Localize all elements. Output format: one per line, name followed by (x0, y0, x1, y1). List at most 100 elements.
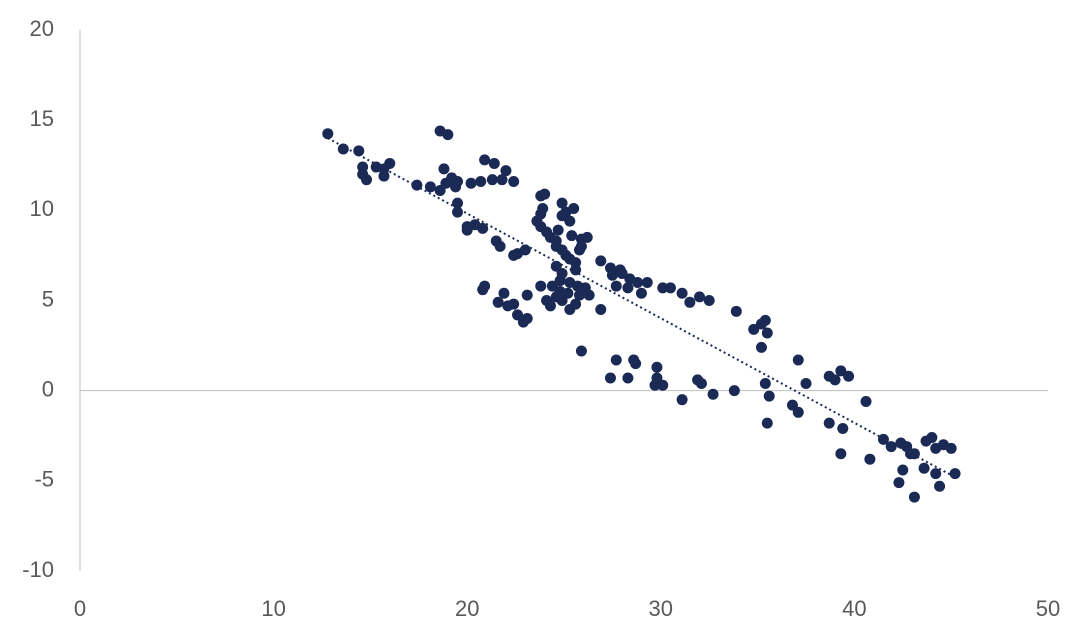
scatter-point (521, 313, 533, 325)
x-tick-label: 40 (842, 596, 866, 621)
y-tick-label: -10 (22, 557, 54, 582)
scatter-point (829, 374, 841, 386)
x-tick-label: 30 (649, 596, 673, 621)
y-tick-label: 5 (42, 286, 54, 311)
scatter-point (730, 305, 742, 317)
scatter-point (606, 269, 618, 281)
x-tick-label: 50 (1036, 596, 1060, 621)
scatter-point (897, 464, 909, 476)
scatter-point (610, 280, 622, 292)
y-tick-label: -5 (34, 467, 54, 492)
scatter-point (556, 197, 568, 209)
scatter-point (556, 267, 568, 279)
scatter-point (452, 197, 464, 209)
x-tick-label: 10 (261, 596, 285, 621)
x-tick-label: 0 (74, 596, 86, 621)
scatter-point (361, 174, 373, 186)
scatter-point (570, 264, 582, 276)
scatter-point (488, 157, 500, 169)
scatter-point (535, 280, 547, 292)
scatter-point (657, 282, 669, 294)
scatter-point (908, 448, 920, 460)
scatter-point (508, 298, 520, 310)
scatter-point (575, 345, 587, 357)
scatter-point (635, 287, 647, 299)
scatter-point (610, 354, 622, 366)
scatter-point (475, 175, 487, 187)
scatter-point (322, 128, 334, 140)
scatter-point (384, 157, 396, 169)
scatter-point (630, 358, 642, 370)
scatter-point (695, 377, 707, 389)
scatter-point (632, 276, 644, 288)
scatter-point (496, 174, 508, 186)
scatter-point (657, 379, 669, 391)
scatter-point (595, 304, 607, 316)
scatter-point (926, 432, 938, 444)
scatter-point (442, 129, 454, 141)
scatter-point (835, 365, 847, 377)
scatter-point (595, 255, 607, 267)
scatter-point (651, 361, 663, 373)
scatter-point (703, 295, 715, 306)
trendline (327, 137, 956, 479)
scatter-point (544, 300, 556, 312)
scatter-point (945, 442, 957, 454)
scatter-point (535, 208, 547, 220)
scatter-point (568, 203, 580, 215)
scatter-point (728, 385, 740, 397)
scatter-point (498, 287, 510, 299)
scatter-point (748, 323, 760, 335)
scatter-point (908, 491, 920, 503)
scatter-point (461, 224, 473, 236)
scatter-point (452, 206, 464, 218)
scatter-point (552, 224, 564, 236)
scatter-point (564, 215, 576, 227)
scatter-point (438, 163, 450, 175)
scatter-point (477, 222, 489, 234)
scatter-point (521, 289, 533, 301)
scatter-point (843, 370, 855, 382)
scatter-point (835, 448, 847, 460)
scatter-point (694, 291, 706, 303)
scatter-point (759, 377, 771, 389)
scatter-point (885, 441, 897, 453)
scatter-point (934, 480, 946, 492)
scatter-point (477, 284, 489, 296)
scatter-point (792, 354, 804, 366)
scatter-point (583, 289, 595, 301)
scatter-point (755, 341, 767, 353)
scatter-point (664, 282, 676, 294)
scatter-point (575, 240, 587, 252)
scatter-point (893, 477, 905, 489)
scatter-point (570, 298, 582, 310)
scatter-point (479, 154, 491, 166)
scatter-point (792, 406, 804, 418)
scatter-point (918, 462, 930, 474)
scatter-point (562, 287, 574, 299)
scatter-point (604, 372, 616, 384)
scatter-point (949, 468, 961, 480)
y-tick-label: 20 (30, 16, 54, 41)
scatter-point (616, 267, 628, 279)
scatter-point (566, 230, 578, 242)
scatter-point (411, 179, 423, 191)
scatter-point (864, 453, 876, 465)
scatter-point (823, 417, 835, 429)
scatter-point (622, 372, 634, 384)
scatter-point (684, 296, 696, 308)
scatter-point (519, 244, 531, 256)
scatter-point (676, 394, 688, 406)
scatter-point (546, 280, 558, 292)
scatter-point (761, 327, 773, 339)
scatter-point (860, 395, 872, 407)
scatter-point (353, 145, 365, 157)
scatter-point (424, 181, 436, 193)
scatter-point (492, 296, 504, 308)
x-tick-label: 20 (455, 596, 479, 621)
scatter-point (465, 177, 477, 189)
scatter-point (641, 276, 653, 288)
marks (322, 125, 961, 503)
scatter-point (707, 388, 719, 400)
